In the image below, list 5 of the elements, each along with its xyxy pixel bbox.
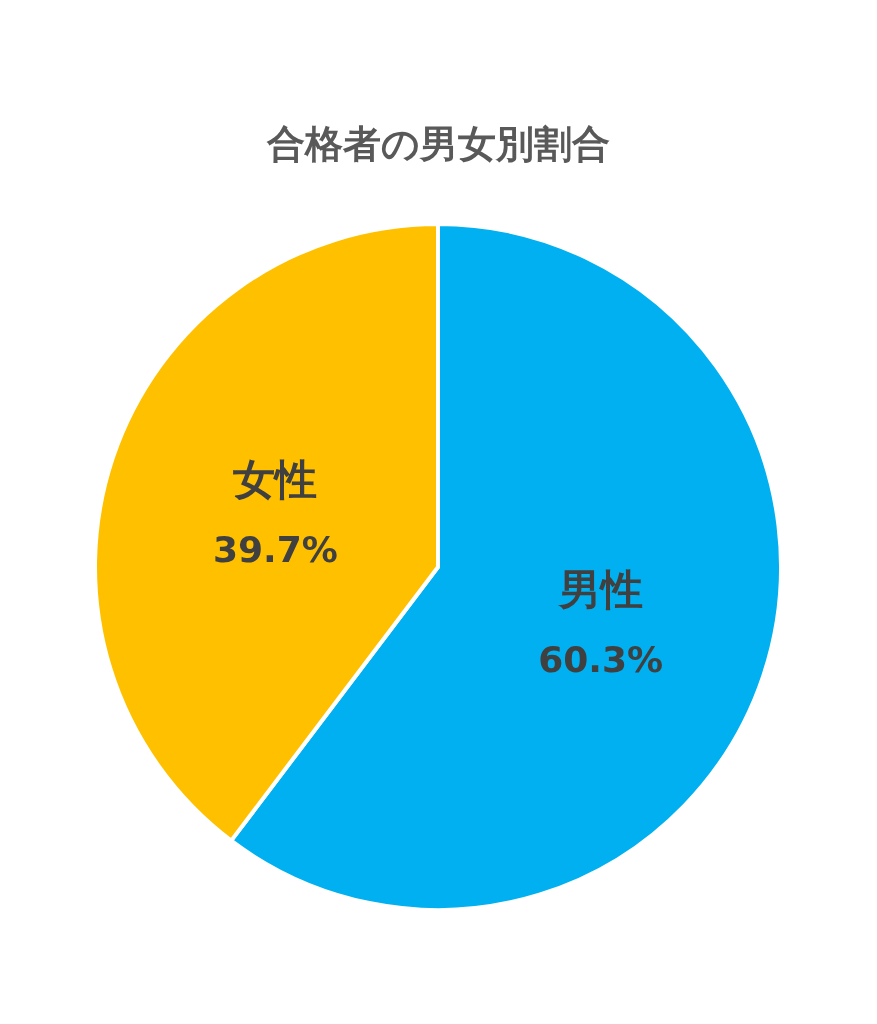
slice-label: 女性 <box>232 455 318 505</box>
chart-title: 合格者の男女別割合 <box>266 122 610 166</box>
slice-label: 男性 <box>556 564 643 614</box>
data-label: 39.7% <box>212 529 338 571</box>
data-label: 60.3% <box>538 638 664 680</box>
